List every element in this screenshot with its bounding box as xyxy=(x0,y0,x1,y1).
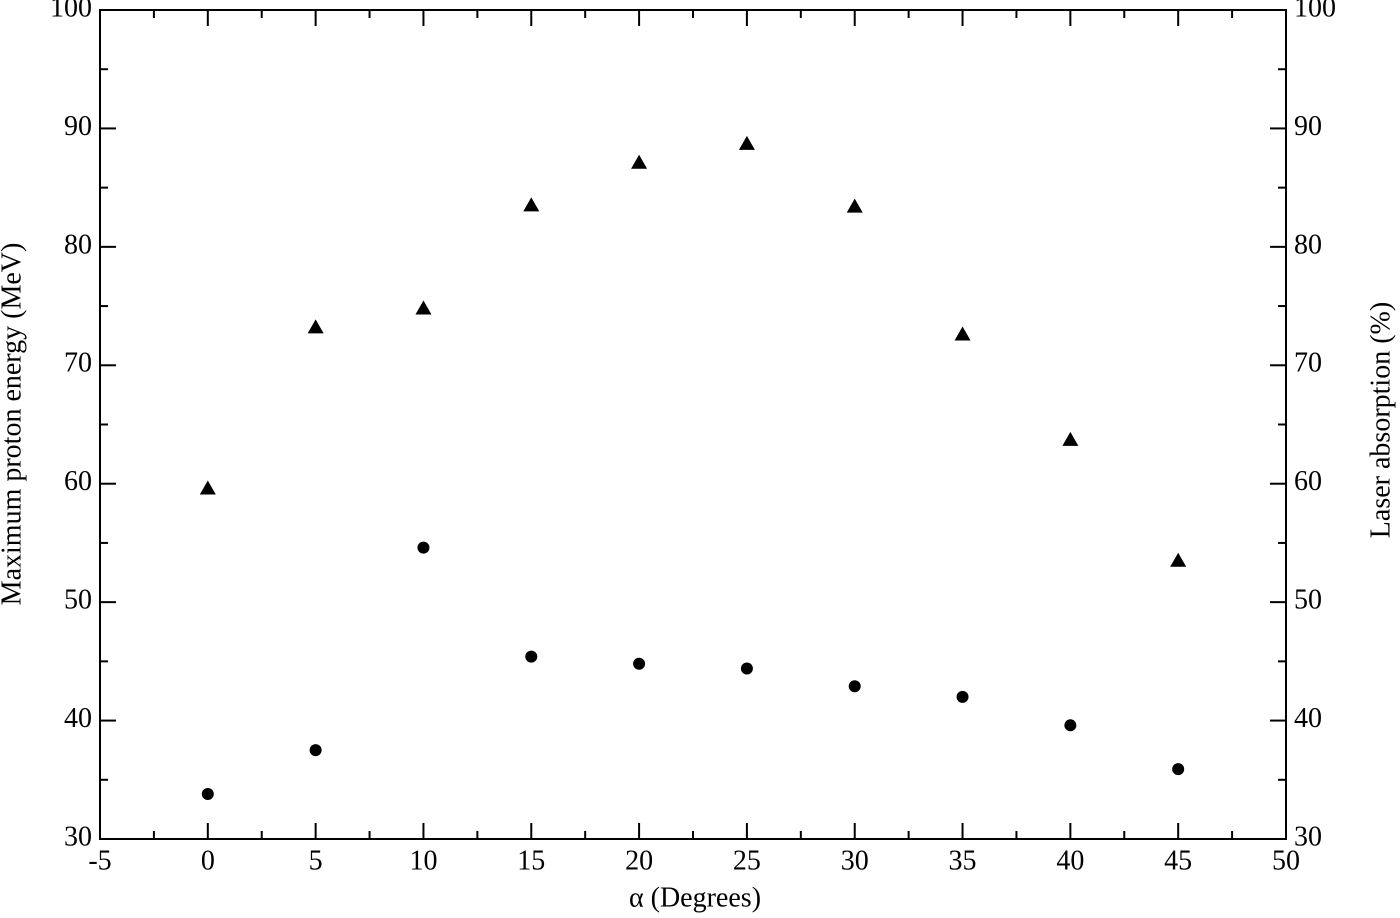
y2-tick-label: 80 xyxy=(1294,229,1322,260)
x-tick-label: 20 xyxy=(625,845,653,876)
triangle-point xyxy=(954,326,971,341)
circle-point xyxy=(1172,763,1185,776)
circle-point xyxy=(525,650,538,663)
triangle-point xyxy=(738,135,755,150)
x-tick-label: 5 xyxy=(309,845,323,876)
triangle-point xyxy=(1170,552,1187,567)
y2-tick-label: 60 xyxy=(1294,466,1322,497)
y2-tick-label: 30 xyxy=(1294,821,1322,852)
y2-tick-label: 70 xyxy=(1294,348,1322,379)
x-tick-label: 15 xyxy=(517,845,545,876)
circle-point xyxy=(633,657,646,670)
plot-frame xyxy=(99,9,1287,840)
y-tick-label: 80 xyxy=(64,229,92,260)
y-tick-label: 40 xyxy=(64,703,92,734)
triangle-point xyxy=(1062,431,1079,446)
circle-point xyxy=(848,680,861,693)
y2-tick-label: 40 xyxy=(1294,703,1322,734)
y2-tick-label: 90 xyxy=(1294,111,1322,142)
y-tick-label: 50 xyxy=(64,585,92,616)
x-tick-label: 50 xyxy=(1272,845,1300,876)
x-tick-label: 0 xyxy=(201,845,215,876)
x-tick-label: -5 xyxy=(88,845,111,876)
circle-point xyxy=(417,541,430,554)
y-tick-label: 90 xyxy=(64,111,92,142)
x-tick-label: 30 xyxy=(841,845,869,876)
y-tick-label: 60 xyxy=(64,466,92,497)
x-tick-label: 40 xyxy=(1056,845,1084,876)
y-tick-label: 30 xyxy=(64,821,92,852)
y2-tick-label: 100 xyxy=(1294,0,1336,23)
y-tick-label: 100 xyxy=(50,0,92,23)
circle-point xyxy=(1064,719,1077,732)
triangle-point xyxy=(415,300,432,315)
triangle-point xyxy=(307,319,324,334)
x-tick-label: 35 xyxy=(949,845,977,876)
circle-point xyxy=(309,744,322,757)
triangle-point xyxy=(523,197,540,212)
y-axis-label: Maximum proton energy (MeV) xyxy=(0,243,27,606)
x-tick-label: 25 xyxy=(733,845,761,876)
circle-point xyxy=(201,787,214,800)
circle-point xyxy=(956,690,969,703)
circle-point xyxy=(740,662,753,675)
x-axis-label: α (Degrees) xyxy=(629,882,761,913)
x-tick-label: 45 xyxy=(1164,845,1192,876)
y-tick-label: 70 xyxy=(64,348,92,379)
triangle-point xyxy=(199,480,216,495)
y2-tick-label: 50 xyxy=(1294,585,1322,616)
triangle-point xyxy=(846,198,863,213)
x-tick-label: 10 xyxy=(409,845,437,876)
triangle-point xyxy=(631,154,648,169)
y2-axis-label: Laser absorption (%) xyxy=(1365,302,1396,538)
